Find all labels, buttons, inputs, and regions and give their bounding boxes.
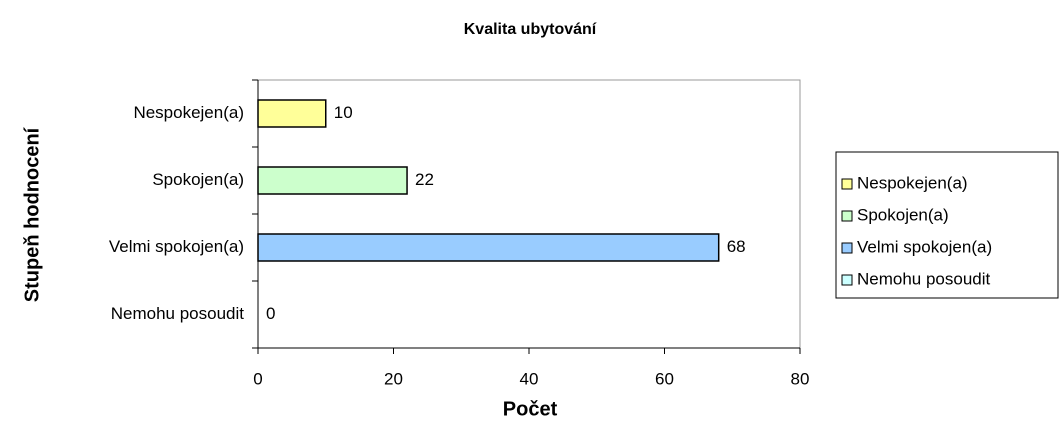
y-tick-label: Spokojen(a) xyxy=(152,170,244,189)
y-tick-label: Nespokejen(a) xyxy=(133,103,244,122)
chart-title: Kvalita ubytování xyxy=(464,21,597,38)
bar xyxy=(257,233,720,262)
legend xyxy=(835,151,1059,299)
legend-swatch xyxy=(841,274,853,286)
x-tick-label: 0 xyxy=(253,369,262,388)
value-label: 10 xyxy=(334,103,353,122)
value-label: 22 xyxy=(415,170,434,189)
legend-swatch xyxy=(841,210,853,222)
x-tick-label: 20 xyxy=(384,369,403,388)
bar xyxy=(257,166,408,195)
x-tick-label: 40 xyxy=(520,369,539,388)
x-tick-label: 60 xyxy=(655,369,674,388)
legend-swatch xyxy=(841,242,853,254)
legend-label: Nemohu posoudit xyxy=(857,269,991,288)
legend-swatch xyxy=(841,178,853,190)
value-label: 0 xyxy=(266,304,275,323)
value-label: 68 xyxy=(727,237,746,256)
y-tick-label: Velmi spokojen(a) xyxy=(109,237,244,256)
x-tick-label: 80 xyxy=(791,369,810,388)
legend-label: Spokojen(a) xyxy=(857,205,949,224)
x-axis-title: Počet xyxy=(503,398,558,420)
legend-label: Nespokejen(a) xyxy=(857,173,968,192)
y-tick-label: Nemohu posoudit xyxy=(111,304,245,323)
legend-label: Velmi spokojen(a) xyxy=(857,237,992,256)
y-axis-title: Stupeň hodnocení xyxy=(21,126,43,302)
bar xyxy=(257,99,327,128)
